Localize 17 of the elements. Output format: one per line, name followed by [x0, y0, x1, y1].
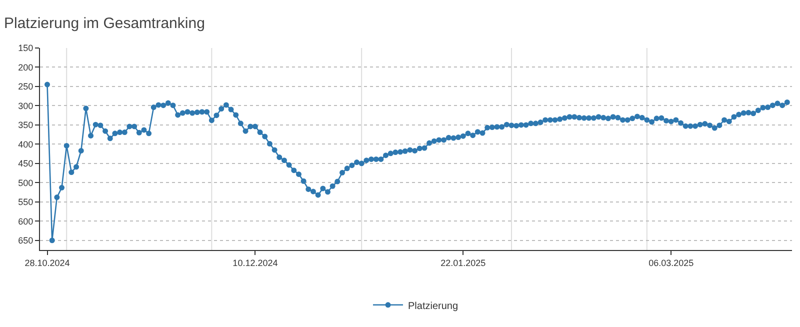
- y-tick-label: 550: [18, 197, 34, 208]
- y-tick-label: 300: [18, 100, 34, 111]
- chart-title: Platzierung im Gesamtranking: [4, 15, 205, 32]
- y-tick-label: 250: [18, 82, 34, 92]
- y-tick-label: 400: [18, 139, 34, 150]
- x-tick-label: 28.10.2024: [24, 258, 70, 268]
- x-tick-label: 06.03.2025: [648, 258, 694, 268]
- legend-label: Platzierung: [408, 300, 458, 312]
- y-tick-label: 650: [18, 236, 34, 246]
- y-tick-label: 450: [18, 158, 34, 169]
- x-tick-label: 22.01.2025: [440, 258, 486, 268]
- y-tick-label: 500: [18, 178, 34, 188]
- x-tick-label: 10.12.2024: [232, 258, 278, 268]
- y-tick-label: 350: [18, 120, 34, 130]
- y-tick-label: 600: [18, 216, 34, 226]
- y-tick-label: 150: [18, 43, 34, 54]
- y-tick-label: 200: [18, 62, 34, 72]
